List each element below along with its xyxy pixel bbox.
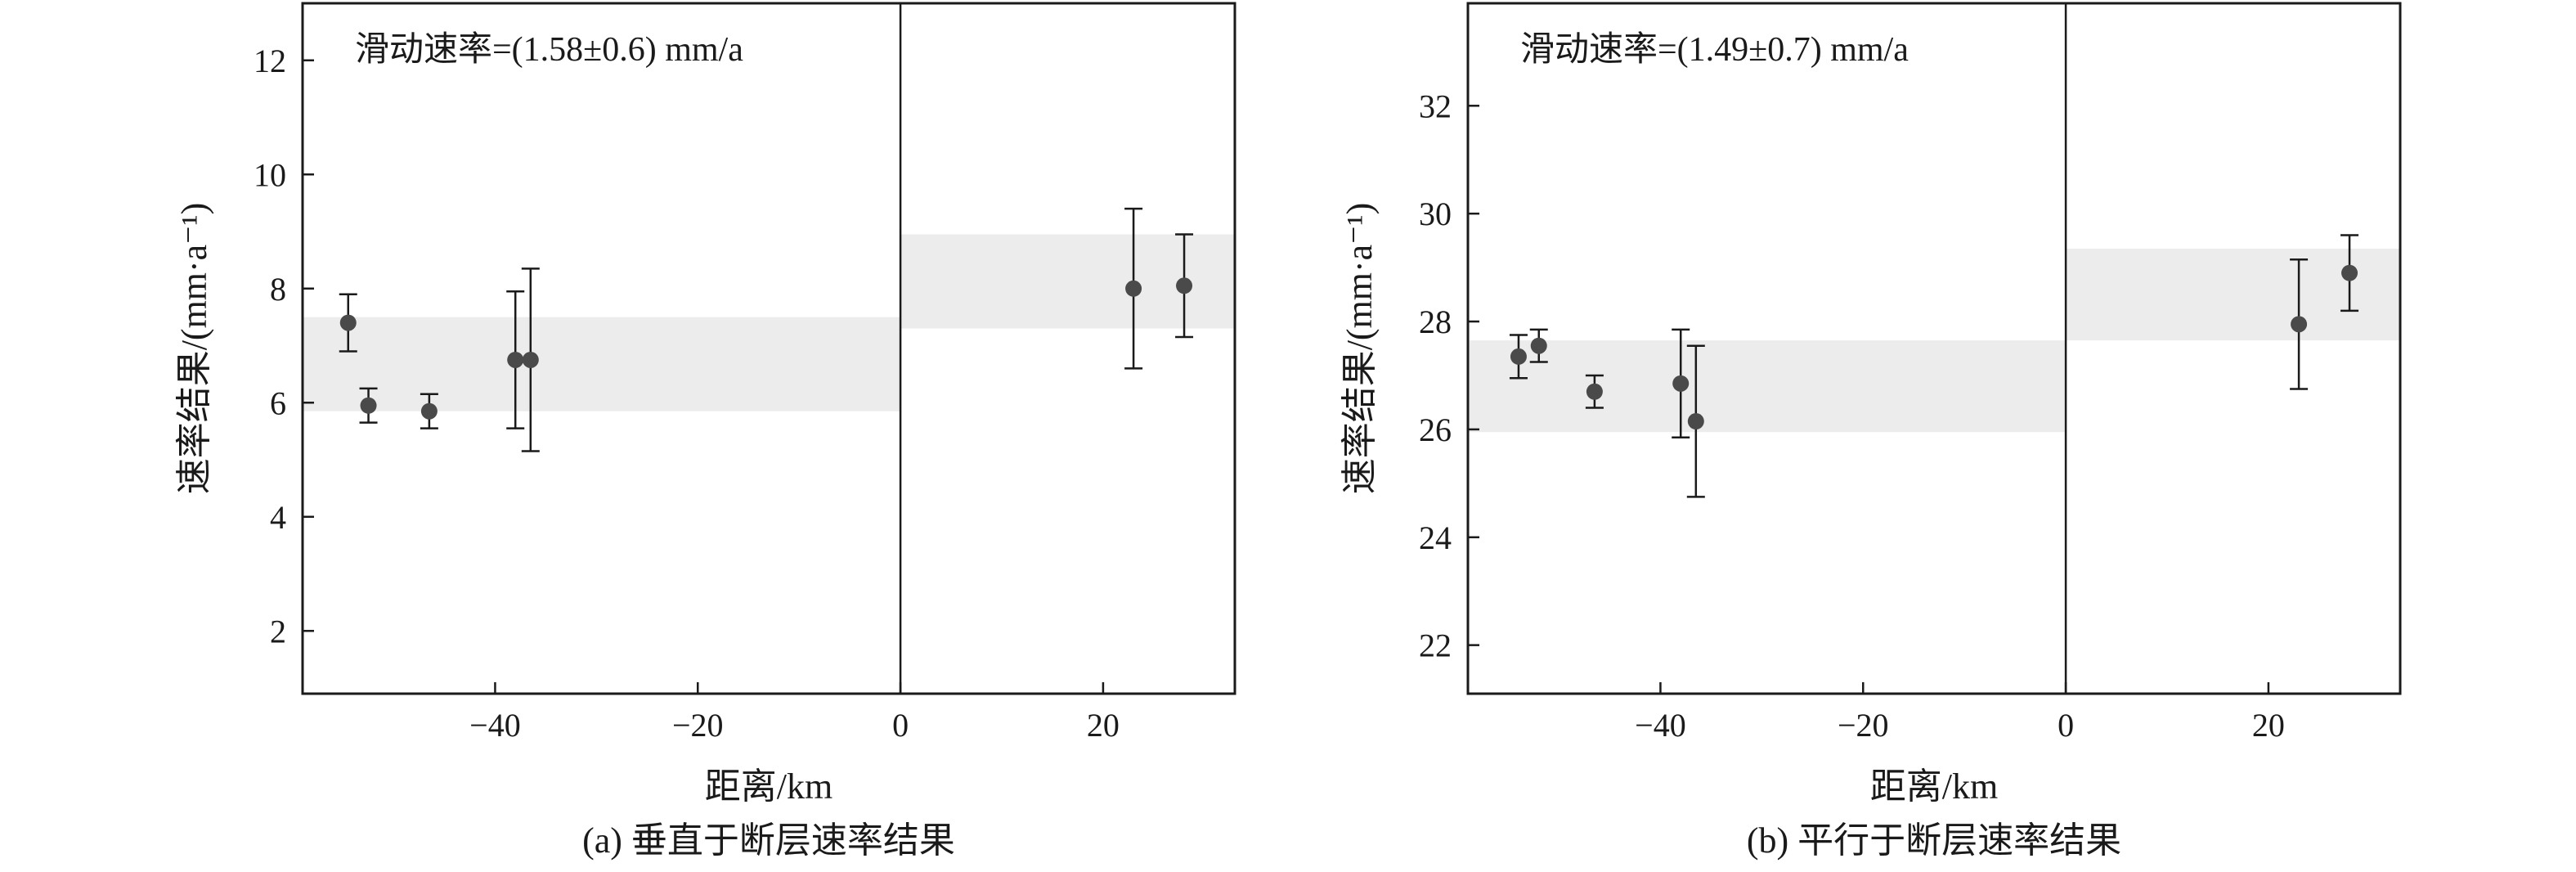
data-point bbox=[1124, 207, 1143, 370]
marker bbox=[360, 397, 377, 414]
x-tick-label: 20 bbox=[2252, 707, 2285, 744]
y-tick-label: 24 bbox=[1419, 519, 1452, 556]
panel-b: −40 −20 0 20 22 24 26 28 30 32 滑动速率=(1.49±0.7) m… bbox=[1340, 2, 2402, 861]
y-tick-label: 6 bbox=[270, 384, 286, 421]
x-ticks: −40 −20 0 20 bbox=[469, 682, 1120, 744]
data-points bbox=[1509, 234, 2359, 498]
marker bbox=[1176, 277, 1193, 294]
y-ticks: 22 24 26 28 30 32 bbox=[1419, 88, 1479, 664]
data-points bbox=[339, 207, 1194, 452]
y-tick-label: 28 bbox=[1419, 303, 1452, 340]
marker bbox=[1125, 280, 1142, 297]
panel-caption: (b) 平行于断层速率结果 bbox=[1747, 820, 2121, 861]
x-tick-label: −20 bbox=[672, 707, 724, 744]
plot-frame bbox=[1466, 2, 2402, 695]
data-point bbox=[1509, 334, 1528, 380]
y-tick-label: 10 bbox=[254, 156, 286, 193]
y-tick-label: 12 bbox=[254, 43, 286, 79]
x-axis-title: 距离/km bbox=[705, 766, 832, 807]
slip-rate-annotation: 滑动速率=(1.49±0.7) mm/a bbox=[1520, 30, 1909, 69]
y-axis-title: 速率结果/(mm·a⁻¹) bbox=[174, 203, 214, 495]
data-point bbox=[339, 293, 357, 353]
y-ticks: 2 4 6 8 10 12 bbox=[254, 43, 314, 650]
x-ticks: −40 −20 0 20 bbox=[1635, 682, 2285, 744]
data-point bbox=[1686, 344, 1705, 498]
x-tick-label: 20 bbox=[1087, 707, 1120, 744]
x-tick-label: −40 bbox=[469, 707, 521, 744]
data-point bbox=[1585, 374, 1604, 409]
marker bbox=[1510, 348, 1527, 365]
marker bbox=[2291, 316, 2308, 333]
y-tick-label: 8 bbox=[270, 271, 286, 308]
data-point bbox=[420, 393, 438, 429]
data-point bbox=[2340, 234, 2359, 312]
y-axis-title: 速率结果/(mm·a⁻¹) bbox=[1340, 203, 1380, 495]
marker bbox=[420, 402, 438, 420]
marker bbox=[2341, 264, 2358, 281]
panel-caption: (a) 垂直于断层速率结果 bbox=[582, 820, 955, 861]
y-tick-label: 4 bbox=[270, 499, 286, 536]
y-tick-label: 30 bbox=[1419, 196, 1452, 232]
marker bbox=[1687, 413, 1704, 430]
data-point bbox=[2290, 258, 2309, 390]
y-tick-label: 26 bbox=[1419, 411, 1452, 448]
slip-rate-annotation: 滑动速率=(1.58±0.6) mm/a bbox=[355, 30, 743, 69]
confidence-bands bbox=[1468, 249, 2400, 433]
data-point bbox=[521, 267, 540, 452]
confidence-bands bbox=[303, 234, 1235, 411]
y-tick-label: 32 bbox=[1419, 88, 1452, 124]
x-tick-label: −20 bbox=[1838, 707, 1889, 744]
plot-frame bbox=[301, 2, 1236, 695]
marker bbox=[1586, 383, 1603, 400]
data-point bbox=[506, 290, 525, 429]
x-tick-label: 0 bbox=[2058, 707, 2074, 744]
y-tick-label: 22 bbox=[1419, 627, 1452, 664]
x-tick-label: 0 bbox=[892, 707, 909, 744]
data-point bbox=[1672, 328, 1690, 439]
marker bbox=[339, 314, 357, 331]
x-tick-label: −40 bbox=[1635, 707, 1686, 744]
marker bbox=[522, 351, 539, 368]
band-0 bbox=[303, 317, 901, 411]
band-1 bbox=[2066, 249, 2400, 341]
marker bbox=[507, 351, 524, 368]
y-tick-label: 2 bbox=[270, 613, 286, 650]
marker bbox=[1530, 337, 1547, 354]
data-point bbox=[1529, 328, 1548, 363]
marker bbox=[1672, 375, 1690, 392]
x-axis-title: 距离/km bbox=[1870, 766, 1998, 807]
band-0 bbox=[1468, 340, 2067, 433]
data-point bbox=[1175, 233, 1194, 339]
data-point bbox=[359, 387, 378, 424]
